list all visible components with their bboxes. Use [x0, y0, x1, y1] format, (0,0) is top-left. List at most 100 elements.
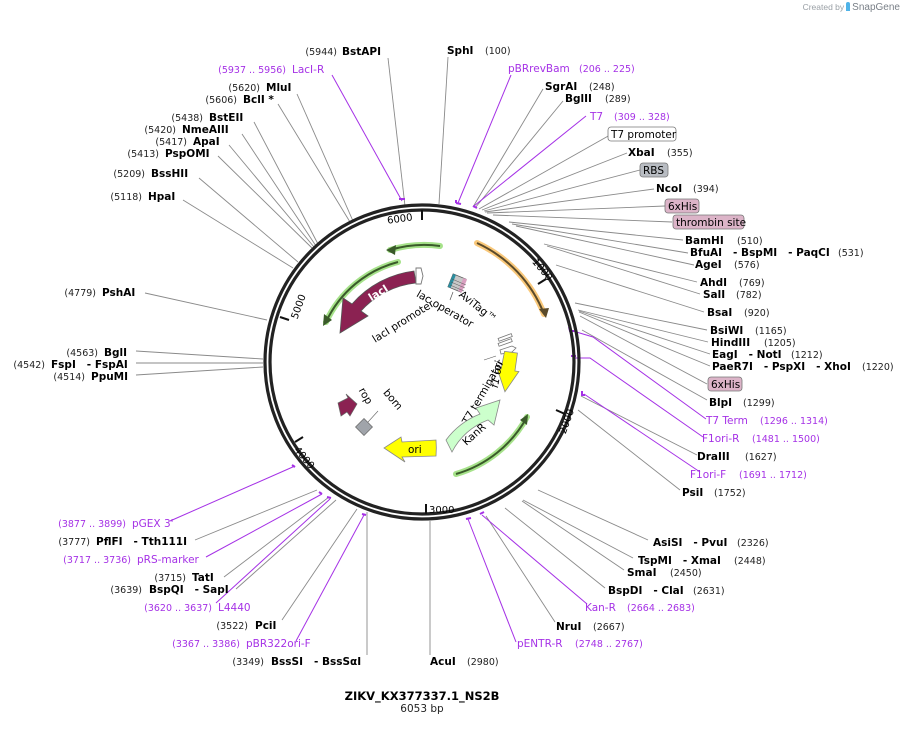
svg-text:BssSI - BssSαI: BssSI - BssSαI [271, 656, 361, 668]
enzyme-psii[interactable]: PsiI (1752) [682, 487, 746, 499]
kanr-feature[interactable] [445, 399, 501, 453]
feature-6xhis-2[interactable]: 6xHis [707, 376, 743, 392]
enzyme-bcli[interactable]: (5606) BclI * [205, 94, 274, 106]
svg-text:(769): (769) [739, 278, 765, 289]
enzyme-bstapi[interactable]: (5944) BstAPI [305, 46, 381, 58]
svg-text:pBR322ori-F: pBR322ori-F [246, 638, 311, 650]
enzyme-sphi[interactable]: SphI (100) [447, 45, 511, 57]
f1-ori-feature[interactable] [494, 350, 521, 394]
svg-text:FspI - FspAI: FspI - FspAI [51, 359, 128, 371]
primer-f1ori-f[interactable]: F1ori-F (1691 .. 1712) [690, 469, 807, 481]
enzyme-paer7i-xhoi[interactable]: PaeR7I - PspXI - XhoI (1220) [712, 361, 894, 373]
primer-pgex-3[interactable]: (3877 .. 3899) pGEX 3' [58, 518, 173, 530]
ori-feature[interactable] [383, 436, 437, 463]
laci-feature[interactable] [339, 270, 417, 334]
enzyme-pflfi-tth111i[interactable]: (3777) PflFI - Tth111I [58, 536, 187, 548]
svg-text:(2326): (2326) [737, 538, 769, 549]
svg-text:SalI: SalI [703, 289, 725, 301]
rop-label: rop [356, 386, 375, 407]
svg-text:BsiWI: BsiWI [710, 325, 743, 337]
svg-text:PaeR7I - PspXI - XhoI: PaeR7I - PspXI - XhoI [712, 361, 851, 373]
primer-kan-r[interactable]: Kan-R (2664 .. 2683) [585, 602, 695, 614]
enzyme-fspi-fspai[interactable]: (4542) FspI - FspAI [13, 359, 127, 371]
f1-ori-label: f1 ori [489, 360, 506, 389]
enzyme-smai[interactable]: SmaI (2450) [627, 567, 702, 579]
enzyme-agei[interactable]: AgeI (576) [695, 259, 760, 271]
feature-t7-promoter[interactable]: T7 promoter [607, 126, 677, 142]
enzyme-bsshii[interactable]: (5209) BssHII [113, 168, 188, 180]
enzyme-acui[interactable]: AcuI (2980) [430, 656, 499, 668]
enzyme-hindiii[interactable]: HindIII (1205) [711, 337, 796, 349]
primer-leader-lines [169, 74, 707, 643]
enzyme-bspdi-clai[interactable]: BspDI - ClaI (2631) [608, 585, 725, 597]
primer-pbrrevbam[interactable]: pBRrevBam (206 .. 225) [508, 63, 635, 75]
enzyme-pcii[interactable]: (3522) PciI [216, 620, 276, 632]
enzyme-bsssi[interactable]: (3349) BssSI - BssSαI [232, 656, 361, 668]
enzyme-pspomi[interactable]: (5413) PspOMI [127, 148, 209, 160]
svg-text:SgrAI: SgrAI [545, 81, 577, 93]
enzyme-nmeaiii[interactable]: (5420) NmeAIII [144, 124, 228, 136]
enzyme-tspmi-xmai[interactable]: TspMI - XmaI (2448) [638, 555, 766, 567]
enzyme-leader-lines [135, 56, 711, 655]
enzyme-xbai[interactable]: XbaI (355) [628, 147, 693, 159]
enzyme-pshai[interactable]: (4779) PshAI [64, 287, 135, 299]
svg-text:PflFI - Tth111I: PflFI - Tth111I [96, 536, 187, 548]
primer-labels-left: (5937 .. 5956) LacI-R (3877 .. 3899) pGEX … [58, 64, 324, 650]
enzyme-asisi-pvui[interactable]: AsiSI - PvuI (2326) [653, 537, 769, 549]
primer-pbr322ori-f[interactable]: (3367 .. 3386) pBR322ori-F [172, 638, 311, 650]
enzyme-bgli[interactable]: (4563) BglI [66, 347, 127, 359]
primer-prs-marker[interactable]: (3717 .. 3736) pRS-marker [63, 554, 199, 566]
credit-brand: SnapGene [852, 2, 900, 13]
enzyme-bamhi[interactable]: BamHI (510) [685, 235, 763, 247]
svg-text:BspDI - ClaI: BspDI - ClaI [608, 585, 684, 597]
enzyme-ahdi[interactable]: AhdI (769) [700, 277, 765, 289]
enzyme-sali[interactable]: SalI (782) [703, 289, 762, 301]
bom-feature[interactable] [355, 418, 373, 436]
enzyme-eagi-noti[interactable]: EagI - NotI (1212) [712, 349, 823, 361]
enzyme-hpai[interactable]: (5118) HpaI [110, 191, 175, 203]
svg-text:BssHII: BssHII [151, 168, 188, 180]
t7-terminator-feature[interactable] [497, 333, 517, 355]
svg-text:(4563): (4563) [66, 348, 98, 359]
enzyme-bsteii[interactable]: (5438) BstEII [171, 112, 243, 124]
enzyme-bsai[interactable]: BsaI (920) [707, 307, 770, 319]
svg-text:(3367 .. 3386): (3367 .. 3386) [172, 639, 240, 650]
snapgene-logo-icon [846, 2, 851, 11]
svg-text:(248): (248) [589, 82, 615, 93]
svg-text:(3620 .. 3637): (3620 .. 3637) [144, 603, 212, 614]
rop-feature[interactable] [337, 393, 358, 417]
enzyme-bglii[interactable]: BglII (289) [565, 93, 631, 105]
enzyme-ppumi[interactable]: (4514) PpuMI [53, 371, 128, 383]
svg-text:(1627): (1627) [745, 452, 777, 463]
svg-text:(5118): (5118) [110, 192, 142, 203]
enzyme-sgrai[interactable]: SgrAI (248) [545, 81, 615, 93]
feature-rbs[interactable]: RBS [639, 162, 669, 178]
enzyme-mlui[interactable]: (5620) MluI [228, 82, 291, 94]
primer-t7[interactable]: T7 (309 .. 328) [589, 111, 670, 123]
primer-pentr-r[interactable]: pENTR-R (2748 .. 2767) [517, 638, 643, 650]
svg-text:(920): (920) [744, 308, 770, 319]
enzyme-ncoi[interactable]: NcoI (394) [656, 183, 719, 195]
feature-thrombin-site[interactable]: thrombin site [672, 214, 746, 230]
enzyme-tati[interactable]: (3715) TatI [154, 572, 213, 584]
enzyme-apai[interactable]: (5417) ApaI [155, 136, 219, 148]
laci-promoter-feature[interactable] [415, 267, 424, 285]
primer-f1ori-r[interactable]: F1ori-R (1481 .. 1500) [702, 433, 820, 445]
svg-text:(1212): (1212) [791, 350, 823, 361]
enzyme-blpi[interactable]: BlpI (1299) [709, 397, 775, 409]
enzyme-draiii[interactable]: DraIII (1627) [697, 451, 777, 463]
primer-laci-r[interactable]: (5937 .. 5956) LacI-R [218, 64, 324, 76]
svg-text:(576): (576) [734, 260, 760, 271]
enzyme-bsiwi[interactable]: BsiWI (1165) [710, 325, 787, 337]
svg-text:BglII: BglII [565, 93, 592, 105]
avitag-feature[interactable] [447, 273, 468, 293]
primer-l4440[interactable]: (3620 .. 3637) L4440 [144, 602, 250, 614]
enzyme-nrui[interactable]: NruI (2667) [556, 621, 625, 633]
enzyme-bfuai[interactable]: BfuAI - BspMI - PaqCI (531) [690, 247, 864, 259]
feature-6xhis-1[interactable]: 6xHis [664, 198, 700, 214]
enzyme-labels-left: (5944) BstAPI (5620) MluI (5606) BclI * (54… [13, 46, 381, 668]
enzyme-bspqi-sapi[interactable]: (3639) BspQI - SapI [110, 584, 228, 596]
svg-text:AsiSI - PvuI: AsiSI - PvuI [653, 537, 727, 549]
primer-t7-term[interactable]: T7 Term (1296 .. 1314) [705, 415, 828, 427]
svg-text:Kan-R: Kan-R [585, 602, 616, 614]
